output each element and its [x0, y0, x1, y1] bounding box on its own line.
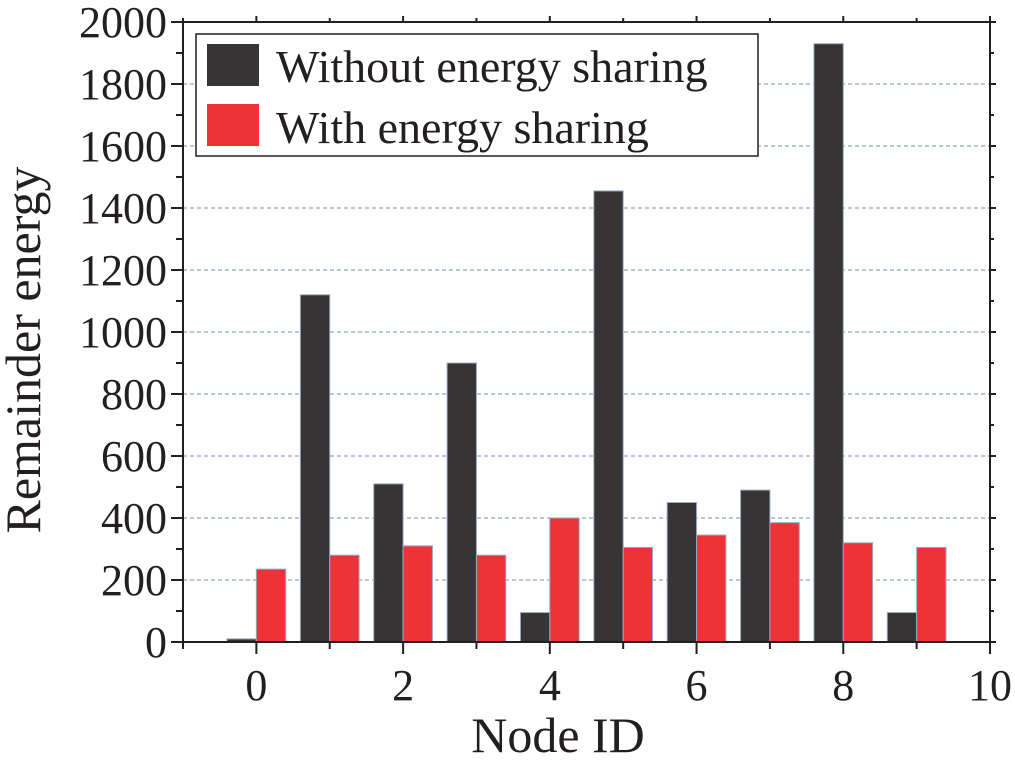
- bar-without-node-3: [446, 362, 477, 643]
- y-tick-label-1400: 1400: [79, 184, 167, 233]
- bar-with-node-7: [769, 522, 800, 643]
- x-tick-label-8: 8: [832, 661, 854, 710]
- x-axis-label: Node ID: [471, 707, 645, 760]
- bar-with-node-0: [255, 568, 287, 643]
- bar-without-node-8: [813, 43, 844, 643]
- x-tick-label-10: 10: [968, 661, 1012, 710]
- y-tick-label-800: 800: [101, 370, 167, 419]
- bar-with-node-9: [916, 546, 947, 643]
- bar-with-node-1: [329, 554, 360, 643]
- legend-box: [195, 33, 759, 157]
- y-tick-label-1200: 1200: [79, 246, 167, 295]
- bar-without-node-7: [740, 489, 771, 643]
- y-tick-label-600: 600: [101, 432, 167, 481]
- bar-without-node-2: [373, 483, 404, 643]
- axes: [171, 16, 996, 654]
- bar-without-node-9: [886, 612, 918, 643]
- x-tick-label-2: 2: [392, 661, 414, 710]
- x-tick-label-0: 0: [245, 661, 267, 710]
- legend-swatch-with: [207, 104, 259, 146]
- bar-with-node-3: [475, 554, 507, 643]
- y-axis-label: Remainder energy: [0, 167, 51, 534]
- tick-labels: 0 200 400 600 800 1000 1200 1400 1600 1800 2000 0 2 4…: [79, 0, 1012, 710]
- bar-without-node-6: [666, 502, 698, 643]
- bar-without-node-5: [593, 190, 624, 643]
- bar-with-node-8: [842, 542, 874, 643]
- bar-without-node-4: [519, 612, 551, 643]
- y-tick-label-200: 200: [101, 556, 167, 605]
- legend-label-with: With energy sharing: [276, 102, 649, 153]
- bar-with-node-2: [402, 545, 433, 643]
- x-tick-label-6: 6: [686, 661, 708, 710]
- x-tick-label-4: 4: [539, 661, 561, 710]
- y-tick-label-0: 0: [145, 618, 167, 667]
- bar-with-node-4: [549, 517, 580, 643]
- bar-without-node-1: [299, 294, 331, 643]
- y-tick-label-1800: 1800: [79, 60, 167, 109]
- y-tick-label-1000: 1000: [79, 308, 167, 357]
- legend: Without energy sharing With energy shari…: [195, 33, 759, 157]
- y-tick-label-1600: 1600: [79, 122, 167, 171]
- y-tick-label-2000: 2000: [79, 0, 167, 47]
- legend-label-without: Without energy sharing: [276, 41, 708, 92]
- bar-with-node-6: [696, 534, 727, 643]
- bars: [226, 43, 947, 643]
- legend-swatch-without: [207, 44, 259, 86]
- bar-with-node-5: [622, 546, 654, 643]
- y-tick-label-400: 400: [101, 494, 167, 543]
